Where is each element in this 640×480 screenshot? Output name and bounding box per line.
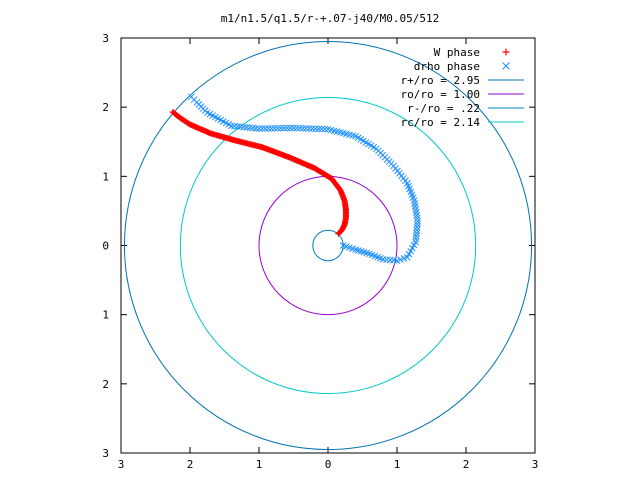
data-point [413,229,420,237]
data-point [308,125,316,133]
data-point [271,124,279,132]
data-point [293,124,300,132]
legend-label: ro/ro = 1.00 [401,88,480,101]
reference-circle [258,175,398,316]
data-point [188,93,195,101]
data-point [169,109,176,116]
series-drho-phase [188,93,422,265]
x-tick-label: 0 [325,458,332,471]
y-tick-label: 2 [102,378,109,391]
data-point [502,48,510,56]
x-tick-label: 1 [394,458,401,471]
data-point [502,62,510,70]
phase-series [169,93,422,265]
y-tick-label: 3 [102,32,109,45]
reference-circle [123,40,533,451]
data-point [274,124,282,132]
x-tick-label: 3 [532,458,539,471]
data-point [287,124,294,132]
data-point [412,232,420,240]
data-point [305,125,313,132]
x-tick-label: 1 [256,458,263,471]
y-tick-label: 1 [102,309,109,322]
data-point [312,125,319,133]
y-tick-label: 1 [102,170,109,183]
data-point [412,235,420,243]
x-tick-label: 2 [463,458,470,471]
data-point [261,125,269,132]
legend-label: W phase [434,46,480,59]
data-point [321,125,329,133]
data-point [318,125,326,133]
legend-label: r+/ro = 2.95 [401,74,480,87]
data-point [258,125,266,132]
chart-title: m1/n1.5/q1.5/r-+.07-j40/M0.05/512 [221,12,440,25]
reference-circles [123,40,533,451]
data-point [290,124,297,132]
data-point [296,124,304,132]
legend-label: drho phase [414,60,480,73]
data-point [302,125,310,132]
y-tick-label: 2 [102,101,109,114]
reference-circle [179,96,477,395]
data-point [277,124,285,132]
data-point [265,125,272,132]
data-point [413,223,421,231]
x-tick-label: 2 [187,458,194,471]
data-point [315,125,322,133]
series-w-phase [169,109,349,237]
data-point [299,124,307,132]
y-tick-label: 0 [102,240,109,253]
data-point [413,226,421,234]
legend-label: rc/ro = 2.14 [401,116,481,129]
data-point [280,124,288,132]
data-point [283,124,291,132]
y-tick-label: 3 [102,447,109,460]
data-point [414,220,421,228]
data-point [412,238,419,246]
x-tick-label: 3 [118,458,125,471]
data-point [324,125,332,133]
data-point [170,109,177,116]
legend-label: r-/ro = .22 [407,102,480,115]
data-point [268,125,275,132]
